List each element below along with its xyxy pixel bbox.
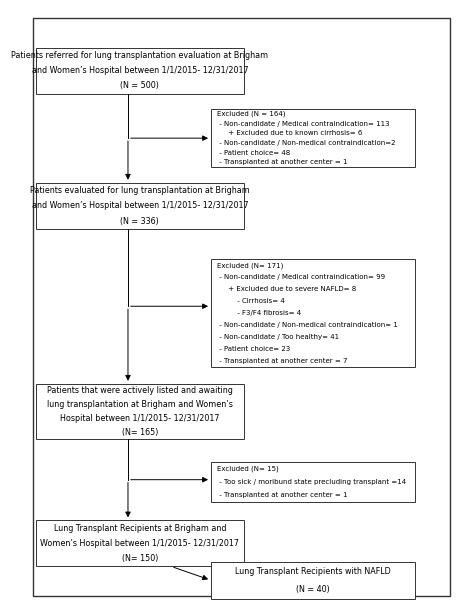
Bar xyxy=(36,48,244,93)
Text: - Too sick / moribund state precluding transplant =14: - Too sick / moribund state precluding t… xyxy=(217,479,406,485)
Text: - Patient choice= 23: - Patient choice= 23 xyxy=(217,346,290,352)
Text: Lung Transplant Recipients with NAFLD: Lung Transplant Recipients with NAFLD xyxy=(235,567,391,575)
Bar xyxy=(211,260,415,367)
Text: Excluded (N= 171): Excluded (N= 171) xyxy=(217,262,283,269)
Text: Patients that were actively listed and awaiting: Patients that were actively listed and a… xyxy=(47,386,233,395)
Text: (N = 500): (N = 500) xyxy=(120,82,159,90)
Text: Excluded (N= 15): Excluded (N= 15) xyxy=(217,465,278,472)
Text: - Transplanted at another center = 1: - Transplanted at another center = 1 xyxy=(217,492,347,499)
Text: lung transplantation at Brigham and Women’s: lung transplantation at Brigham and Wome… xyxy=(47,400,233,409)
Text: - Non-candidate / Non-medical contraindication= 1: - Non-candidate / Non-medical contraindi… xyxy=(217,322,398,328)
Bar xyxy=(33,18,450,596)
Text: and Women’s Hospital between 1/1/2015- 12/31/2017: and Women’s Hospital between 1/1/2015- 1… xyxy=(31,201,248,210)
Text: - Patient choice= 48: - Patient choice= 48 xyxy=(217,150,290,156)
Text: - Non-candidate / Non-medical contraindication=2: - Non-candidate / Non-medical contraindi… xyxy=(217,140,395,146)
Text: Patients referred for lung transplantation evaluation at Brigham: Patients referred for lung transplantati… xyxy=(11,51,268,60)
Text: (N= 165): (N= 165) xyxy=(122,427,158,437)
Bar xyxy=(211,462,415,502)
Text: - Non-candidate / Medical contraindication= 99: - Non-candidate / Medical contraindicati… xyxy=(217,274,385,281)
Bar xyxy=(36,520,244,566)
Bar xyxy=(36,384,244,439)
Text: - Transplanted at another center = 7: - Transplanted at another center = 7 xyxy=(217,358,347,364)
Text: + Excluded due to known cirrhosis= 6: + Excluded due to known cirrhosis= 6 xyxy=(217,130,362,136)
Text: Patients evaluated for lung transplantation at Brigham: Patients evaluated for lung transplantat… xyxy=(30,186,250,195)
Text: (N= 150): (N= 150) xyxy=(122,554,158,563)
Text: (N = 40): (N = 40) xyxy=(296,585,330,594)
Bar xyxy=(36,183,244,228)
Text: - Non-candidate / Medical contraindication= 113: - Non-candidate / Medical contraindicati… xyxy=(217,120,389,126)
Text: Lung Transplant Recipients at Brigham and: Lung Transplant Recipients at Brigham an… xyxy=(54,524,226,532)
Bar xyxy=(211,109,415,167)
Text: - Transplanted at another center = 1: - Transplanted at another center = 1 xyxy=(217,160,347,165)
Text: and Women’s Hospital between 1/1/2015- 12/31/2017: and Women’s Hospital between 1/1/2015- 1… xyxy=(31,66,248,75)
Text: - Cirrhosis= 4: - Cirrhosis= 4 xyxy=(217,298,284,304)
Text: (N = 336): (N = 336) xyxy=(120,217,159,225)
Text: Women’s Hospital between 1/1/2015- 12/31/2017: Women’s Hospital between 1/1/2015- 12/31… xyxy=(40,539,239,548)
Text: - F3/F4 fibrosis= 4: - F3/F4 fibrosis= 4 xyxy=(217,310,301,316)
Text: Hospital between 1/1/2015- 12/31/2017: Hospital between 1/1/2015- 12/31/2017 xyxy=(60,414,219,423)
Text: - Non-candidate / Too healthy= 41: - Non-candidate / Too healthy= 41 xyxy=(217,334,339,340)
Text: + Excluded due to severe NAFLD= 8: + Excluded due to severe NAFLD= 8 xyxy=(217,286,356,292)
Bar xyxy=(211,562,415,599)
Text: Excluded (N = 164): Excluded (N = 164) xyxy=(217,111,285,117)
